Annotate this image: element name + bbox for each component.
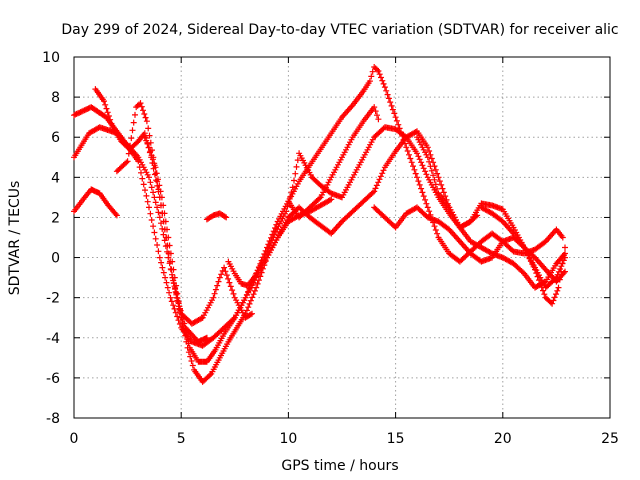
x-axis-label: GPS time / hours xyxy=(281,458,398,474)
series-track-13 xyxy=(478,204,568,307)
y-tick-label: 4 xyxy=(51,170,60,186)
data-markers xyxy=(203,210,230,223)
data-markers xyxy=(478,204,568,307)
series-track-5 xyxy=(113,100,206,327)
series-track-3 xyxy=(71,186,120,219)
y-tick-label: -2 xyxy=(46,291,60,307)
series-track-6 xyxy=(141,128,568,385)
y-tick-label: -4 xyxy=(46,331,60,347)
series-track-7 xyxy=(199,264,255,321)
data-markers xyxy=(199,264,255,321)
data-markers xyxy=(113,100,206,327)
series-track-2 xyxy=(71,124,210,345)
x-tick-label: 5 xyxy=(177,431,186,447)
plot-frame xyxy=(73,56,611,419)
y-tick-label: 2 xyxy=(51,210,60,226)
data-markers xyxy=(414,134,481,231)
data-markers xyxy=(285,104,382,221)
y-tick-label: -6 xyxy=(46,371,60,387)
y-tick-label: 0 xyxy=(51,251,60,267)
x-tick-label: 20 xyxy=(494,431,512,447)
y-tick-label: 8 xyxy=(51,90,60,106)
data-markers xyxy=(141,128,568,385)
series-track-1 xyxy=(71,104,335,349)
series-track-8 xyxy=(203,210,230,223)
x-tick-label: 0 xyxy=(70,431,79,447)
grid xyxy=(74,57,610,418)
axis-ticks: 0 5 10 15 20 25 -8 -6 -4 -2 0 2 4 6 8 10 xyxy=(42,50,619,447)
y-axis-label: SDTVAR / TECUs xyxy=(7,181,23,296)
series-track-10 xyxy=(285,104,382,221)
data-marks xyxy=(71,64,568,385)
x-tick-label: 25 xyxy=(601,431,619,447)
x-tick-label: 15 xyxy=(387,431,405,447)
data-markers xyxy=(71,104,335,349)
y-tick-label: 10 xyxy=(42,50,60,66)
y-tick-label: -8 xyxy=(46,411,60,427)
series-track-12 xyxy=(414,134,481,231)
chart-title: Day 299 of 2024, Sidereal Day-to-day VTE… xyxy=(61,22,618,38)
x-tick-label: 10 xyxy=(279,431,297,447)
data-markers xyxy=(71,186,120,219)
data-markers xyxy=(71,124,210,345)
y-tick-label: 6 xyxy=(51,130,60,146)
